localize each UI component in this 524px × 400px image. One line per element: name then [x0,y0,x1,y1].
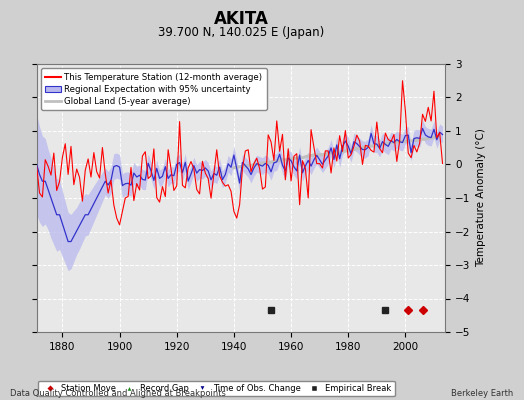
Text: AKITA: AKITA [214,10,268,28]
Text: 39.700 N, 140.025 E (Japan): 39.700 N, 140.025 E (Japan) [158,26,324,39]
Y-axis label: Temperature Anomaly (°C): Temperature Anomaly (°C) [476,128,486,268]
Legend: Station Move, Record Gap, Time of Obs. Change, Empirical Break: Station Move, Record Gap, Time of Obs. C… [38,380,395,396]
Text: Data Quality Controlled and Aligned at Breakpoints: Data Quality Controlled and Aligned at B… [10,389,226,398]
Text: Berkeley Earth: Berkeley Earth [451,389,514,398]
